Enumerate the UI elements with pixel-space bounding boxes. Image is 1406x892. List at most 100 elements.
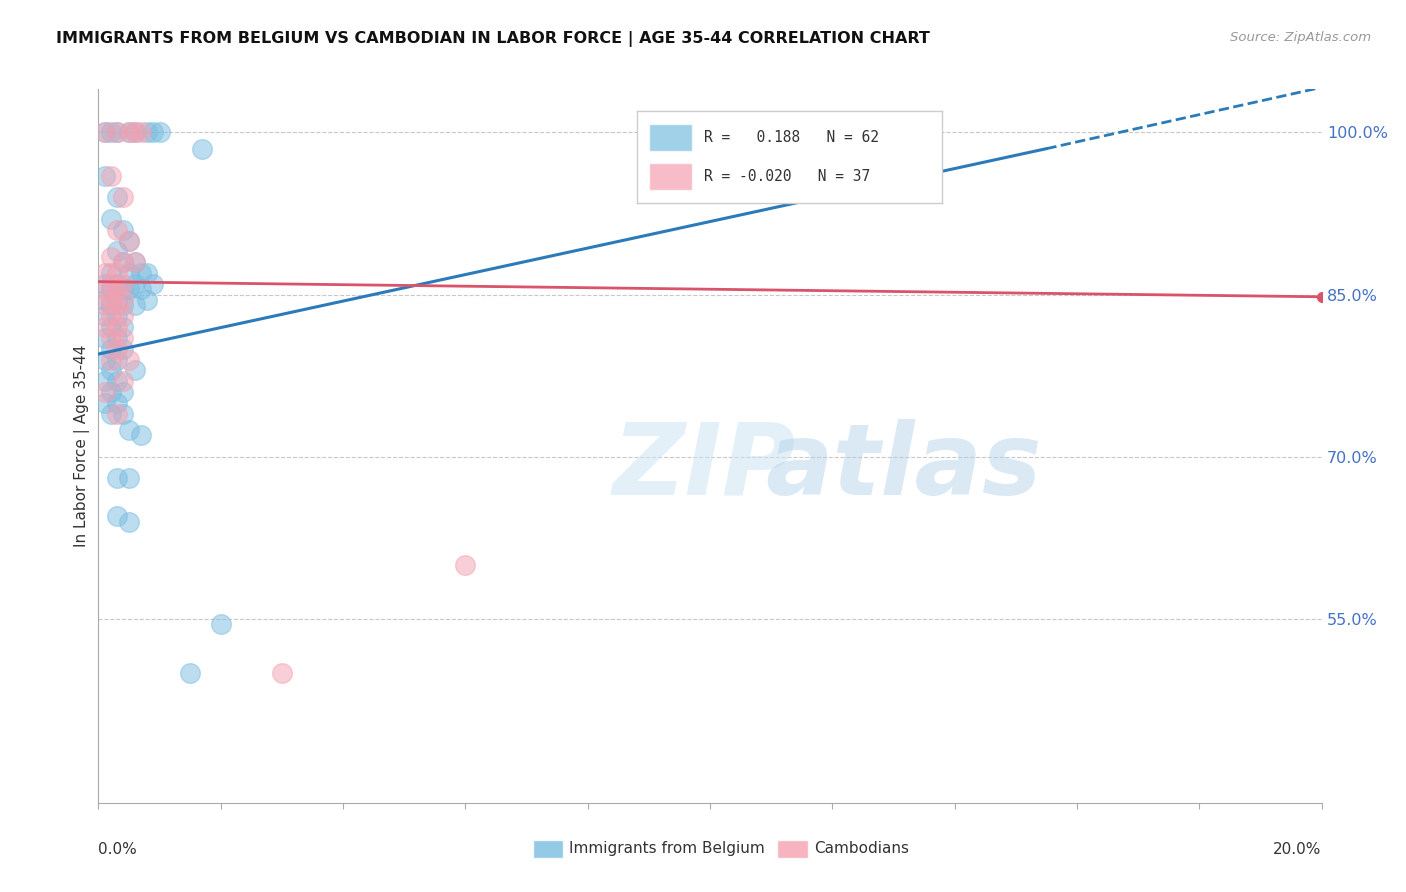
- Point: [111, 407, 134, 421]
- Point: [118, 266, 141, 280]
- Point: [93, 282, 115, 296]
- Point: [93, 169, 115, 183]
- Point: [100, 211, 122, 226]
- Point: [105, 396, 128, 410]
- Text: Immigrants from Belgium: Immigrants from Belgium: [569, 841, 765, 856]
- Point: [93, 352, 115, 367]
- Point: [111, 342, 134, 356]
- Point: [105, 277, 128, 291]
- Point: [111, 277, 134, 291]
- Point: [129, 282, 152, 296]
- Point: [100, 352, 122, 367]
- Point: [136, 293, 159, 307]
- Point: [93, 320, 115, 334]
- Point: [111, 331, 134, 345]
- Point: [100, 125, 122, 139]
- Point: [699, 125, 721, 139]
- Point: [111, 310, 134, 324]
- Point: [129, 428, 152, 442]
- Point: [100, 342, 122, 356]
- Point: [93, 266, 115, 280]
- Point: [118, 515, 141, 529]
- Point: [100, 298, 122, 312]
- FancyBboxPatch shape: [778, 840, 808, 858]
- Point: [105, 320, 128, 334]
- Point: [105, 190, 128, 204]
- Text: 0.0%: 0.0%: [98, 842, 138, 857]
- Point: [93, 298, 115, 312]
- Point: [100, 282, 122, 296]
- Point: [270, 666, 292, 681]
- Point: [105, 282, 128, 296]
- Point: [105, 310, 128, 324]
- Point: [93, 125, 115, 139]
- Point: [105, 331, 128, 345]
- Point: [209, 617, 232, 632]
- Point: [118, 471, 141, 485]
- Point: [149, 125, 172, 139]
- Point: [124, 255, 146, 269]
- Point: [105, 374, 128, 388]
- Point: [111, 374, 134, 388]
- Point: [118, 125, 141, 139]
- Point: [111, 255, 134, 269]
- Point: [100, 407, 122, 421]
- Point: [142, 277, 165, 291]
- Point: [105, 244, 128, 259]
- Text: ZIP: ZIP: [612, 419, 796, 516]
- Point: [105, 342, 128, 356]
- Text: atlas: atlas: [765, 419, 1042, 516]
- Point: [100, 384, 122, 399]
- Point: [93, 310, 115, 324]
- Text: Cambodians: Cambodians: [814, 841, 910, 856]
- Point: [118, 282, 141, 296]
- Point: [105, 352, 128, 367]
- Point: [93, 293, 115, 307]
- Point: [100, 250, 122, 264]
- Point: [100, 266, 122, 280]
- Point: [100, 293, 122, 307]
- Point: [93, 125, 115, 139]
- Point: [111, 255, 134, 269]
- Point: [124, 255, 146, 269]
- Point: [100, 169, 122, 183]
- FancyBboxPatch shape: [533, 840, 564, 858]
- Point: [111, 320, 134, 334]
- Point: [111, 223, 134, 237]
- Text: 20.0%: 20.0%: [1274, 842, 1322, 857]
- Point: [118, 234, 141, 248]
- Text: IMMIGRANTS FROM BELGIUM VS CAMBODIAN IN LABOR FORCE | AGE 35-44 CORRELATION CHAR: IMMIGRANTS FROM BELGIUM VS CAMBODIAN IN …: [56, 31, 931, 47]
- Point: [191, 142, 214, 156]
- Point: [111, 282, 134, 296]
- Point: [105, 407, 128, 421]
- Point: [100, 363, 122, 377]
- Point: [105, 266, 128, 280]
- Point: [105, 509, 128, 524]
- Point: [129, 266, 152, 280]
- Point: [93, 331, 115, 345]
- Point: [105, 293, 128, 307]
- Point: [142, 125, 165, 139]
- Point: [105, 298, 128, 312]
- Point: [124, 363, 146, 377]
- Point: [118, 423, 141, 437]
- Point: [136, 125, 159, 139]
- Point: [124, 277, 146, 291]
- Point: [124, 298, 146, 312]
- Point: [105, 471, 128, 485]
- Point: [111, 298, 134, 312]
- Point: [93, 384, 115, 399]
- Point: [111, 293, 134, 307]
- Point: [124, 125, 146, 139]
- Point: [454, 558, 477, 572]
- Point: [105, 223, 128, 237]
- Point: [124, 125, 146, 139]
- Point: [111, 190, 134, 204]
- Point: [93, 277, 115, 291]
- Point: [118, 234, 141, 248]
- Point: [136, 266, 159, 280]
- Point: [93, 396, 115, 410]
- Point: [100, 331, 122, 345]
- Point: [118, 352, 141, 367]
- Point: [100, 320, 122, 334]
